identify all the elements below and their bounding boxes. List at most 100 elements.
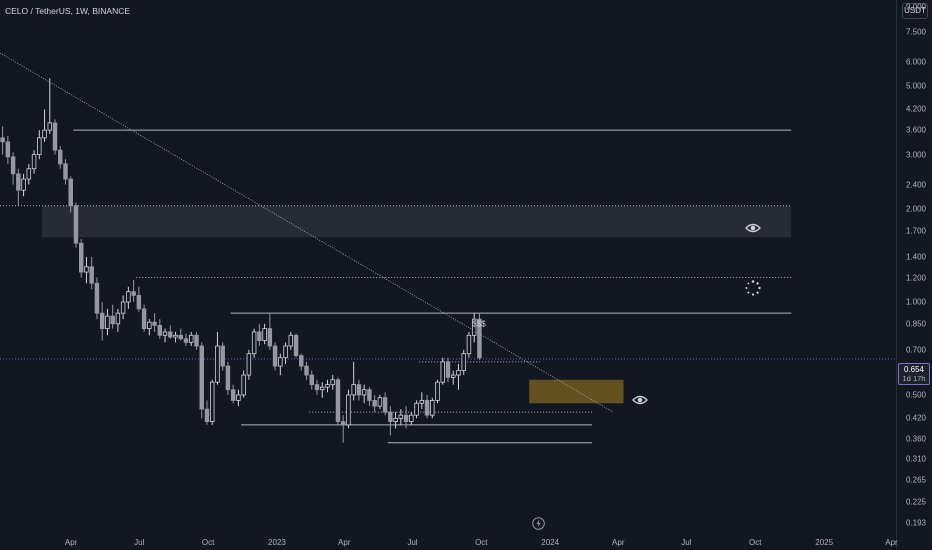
candle-body <box>204 408 210 422</box>
candle-body <box>466 334 472 355</box>
candle-body <box>361 389 367 396</box>
time-tick-label: 2025 <box>815 538 834 547</box>
candle-body <box>52 122 58 151</box>
candle-body <box>471 318 477 336</box>
candle-body <box>63 163 68 180</box>
candle-body <box>382 397 388 413</box>
time-tick-label: Oct <box>749 538 762 547</box>
candle-body <box>78 242 84 273</box>
candle-body <box>189 334 194 343</box>
trendline <box>0 52 614 413</box>
candle-body <box>377 397 383 407</box>
loading-spinner-icon <box>745 280 761 296</box>
candle-body <box>388 411 393 422</box>
candle-body <box>445 361 451 378</box>
candle-body <box>26 168 32 180</box>
liquidity-label: $$$ <box>472 319 486 329</box>
last-price-label: 0.654 1d 17h <box>898 363 930 385</box>
chart-title: CELO / TetherUS, 1W, BINANCE <box>5 6 131 16</box>
candle-body <box>356 384 362 396</box>
price-tick-label: 5.000 <box>905 81 926 91</box>
currency-unit-button[interactable]: USDT <box>902 3 928 19</box>
candle-body <box>419 400 425 404</box>
candle-body <box>131 291 136 296</box>
candle-body <box>58 149 63 165</box>
candle-body <box>409 414 414 422</box>
candle-body <box>68 178 73 207</box>
candle-body <box>414 402 419 416</box>
candle-body <box>262 328 267 341</box>
bar-countdown: 1d 17h <box>902 374 926 383</box>
candle-body <box>126 291 131 303</box>
candle-body <box>47 122 53 131</box>
candle-body <box>403 414 409 422</box>
price-tick-label: 1.400 <box>905 252 926 262</box>
candle-body <box>168 331 173 338</box>
price-scale[interactable] <box>896 0 932 550</box>
time-axis[interactable]: Apr Jul Oct 2023 Apr Jul Oct 2024 Apr Jul Oct 2025 A… <box>0 532 898 550</box>
candle-body <box>120 301 126 314</box>
price-tick-label: 0.700 <box>905 345 926 355</box>
candle-body <box>37 137 42 156</box>
candle-body <box>141 308 147 330</box>
candle-body <box>99 312 105 330</box>
candle-body <box>314 384 320 391</box>
candle-body <box>288 334 294 347</box>
candle-body <box>320 386 325 391</box>
price-tick-label: 1.200 <box>905 273 926 283</box>
candle-body <box>220 345 225 367</box>
candle-body <box>340 421 346 426</box>
price-tick-label: 1.700 <box>905 226 926 236</box>
candle-body <box>152 321 157 326</box>
candle-body <box>178 334 184 340</box>
time-tick-label: Oct <box>475 538 488 547</box>
candle-body <box>115 312 121 325</box>
time-tick-label: 2024 <box>541 538 560 547</box>
candle-body <box>209 381 215 422</box>
price-tick-label: 2.400 <box>905 180 926 190</box>
candle-body <box>477 318 482 359</box>
candle-body <box>194 334 199 347</box>
candle-body <box>0 137 5 143</box>
candle-body <box>461 353 466 371</box>
price-tick-label: 0.850 <box>905 319 926 329</box>
candle-body <box>325 384 330 388</box>
candle-body <box>304 365 309 376</box>
support-zone <box>529 379 624 404</box>
lightning-icon[interactable] <box>532 517 545 530</box>
candle-body <box>136 295 142 310</box>
candle-body <box>10 156 16 175</box>
price-tick-label: 0.225 <box>905 497 926 507</box>
candle-body <box>435 381 440 401</box>
price-tick-label: 2.000 <box>905 204 926 214</box>
time-tick-label: Apr <box>338 538 351 547</box>
candle-body <box>173 334 178 338</box>
price-tick-label: 0.360 <box>905 434 926 444</box>
candle-body <box>241 374 246 396</box>
eye-icon[interactable] <box>745 222 761 234</box>
candle-body <box>16 173 21 191</box>
candle-body <box>21 178 26 191</box>
candle-body <box>267 328 273 347</box>
candle-body <box>424 400 430 416</box>
time-tick-label: Apr <box>612 538 625 547</box>
time-tick-label: Jul <box>407 538 418 547</box>
price-tick-label: 0.193 <box>905 518 926 528</box>
candle-body <box>299 355 304 367</box>
candle-body <box>84 266 89 273</box>
time-tick-label: 2023 <box>268 538 286 547</box>
candle-body <box>351 384 356 396</box>
candle-body <box>94 282 100 314</box>
candle-body <box>293 334 299 357</box>
candle-body <box>230 389 236 401</box>
time-tick-label: Jul <box>681 538 692 547</box>
candle-body <box>430 400 435 416</box>
price-tick-label: 0.265 <box>905 475 926 485</box>
price-tick-label: 0.500 <box>905 390 926 400</box>
price-tick-label: 0.310 <box>905 454 926 464</box>
price-tick-label: 6.000 <box>905 57 926 67</box>
candle-body <box>335 379 341 422</box>
eye-icon[interactable] <box>632 394 648 406</box>
